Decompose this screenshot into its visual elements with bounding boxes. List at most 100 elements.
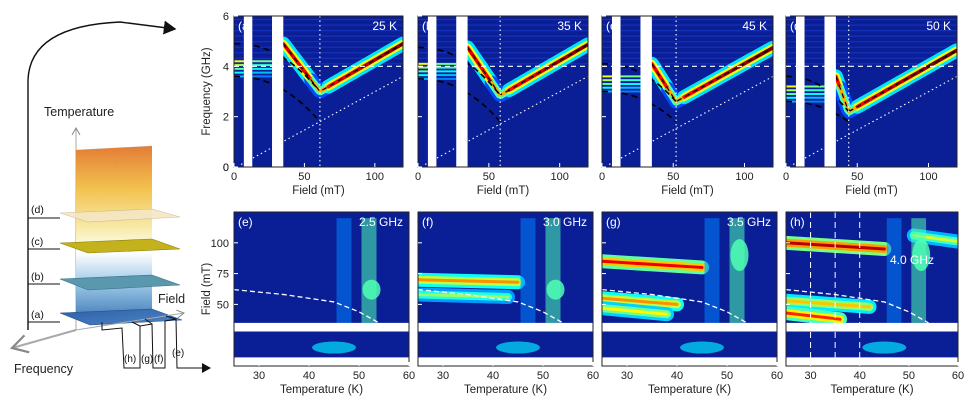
y-axis-label: Field (mT) [201, 263, 213, 316]
transition-curve [602, 288, 748, 324]
heatmap-background [602, 212, 777, 366]
y-axis-label: Frequency (GHz) [201, 47, 213, 135]
vertical-feature [520, 218, 536, 323]
high-field-blob [546, 279, 565, 300]
x-tick-label: 50 [483, 171, 495, 183]
schematic: Temperature (d) (c) (b) (a) [9, 20, 211, 376]
field-band [786, 311, 842, 321]
x-tick-label: 60 [771, 370, 783, 382]
masked-band [824, 16, 836, 167]
x-tick-label: 50 [667, 171, 679, 183]
panel-letter: (g) [606, 215, 621, 229]
x-tick-label: 50 [721, 370, 733, 382]
x-axis-label: Temperature (K) [648, 384, 731, 396]
panel-frame [785, 211, 959, 367]
masked-band [272, 16, 284, 167]
panel-title: 25 K [372, 19, 397, 33]
vertical-feature [704, 218, 720, 323]
slice-plane-d [59, 208, 181, 223]
freq-slice-label-e: (e) [172, 348, 184, 359]
diagonal-guide [424, 75, 588, 165]
x-axis-label: Temperature (K) [830, 384, 913, 396]
y-tick-label: 0 [223, 162, 229, 174]
panel-letter: (h) [790, 215, 805, 229]
panel-frame [417, 211, 594, 367]
panel-letter: (d) [790, 19, 805, 33]
x-tick-label: 30 [253, 370, 265, 382]
panel-e: 30 40 50 60 50 75 100 Temperature (K) Field (mT)… [201, 211, 415, 396]
x-tick-label: 30 [621, 370, 633, 382]
x-tick-label: 50 [298, 171, 310, 183]
panel-f: 30 40 50 60 Temperature (K) (f) 3.0 GHz [417, 211, 599, 396]
masked-band [243, 16, 253, 167]
panel-title: 2.5 GHz [359, 215, 403, 229]
x-tick-label: 40 [303, 370, 315, 382]
masked-band [456, 16, 468, 167]
transition-curve [786, 288, 929, 324]
resonance-guide [651, 47, 772, 102]
masked-band [418, 357, 593, 366]
resonance-guide [835, 50, 956, 112]
x-tick-label: 60 [403, 370, 415, 382]
slice-label-d: (d) [31, 204, 44, 216]
frequency-axis [9, 328, 77, 354]
x-tick-label: 40 [487, 370, 499, 382]
slice-label-a: (a) [31, 309, 44, 321]
panel-title: 35 K [557, 19, 582, 33]
x-tick-label: 0 [415, 171, 421, 183]
heatmap-area [602, 16, 773, 167]
x-tick-label: 50 [903, 370, 915, 382]
heatmap-area [418, 218, 593, 366]
y-tick-label: 6 [223, 11, 229, 23]
panel-frame [233, 15, 404, 168]
heatmap-area [418, 16, 588, 167]
masked-band [234, 322, 409, 332]
y-tick-label: 100 [211, 238, 229, 250]
low-field-glow [862, 341, 907, 354]
masked-band [234, 357, 409, 366]
x-tick-label: 50 [851, 171, 863, 183]
high-field-blob [362, 279, 381, 300]
heatmap-area [786, 16, 957, 167]
heatmap-area [602, 218, 777, 366]
slice-label-c: (c) [31, 236, 43, 248]
panel-title: 3.0 GHz [543, 215, 587, 229]
panel-title: 50 K [926, 19, 951, 33]
panel-frame [785, 15, 958, 168]
x-axis-label: Temperature (K) [280, 384, 363, 396]
x-tick-label: 60 [587, 370, 599, 382]
field-band [602, 259, 704, 269]
masked-band [795, 16, 805, 167]
x-tick-label: 50 [537, 370, 549, 382]
panel-letter: (b) [422, 19, 437, 33]
masked-band [602, 322, 777, 332]
masked-band [640, 16, 652, 167]
freq-slice-label-h: (h) [124, 354, 136, 365]
x-tick-label: 30 [804, 370, 816, 382]
panel-letter: (e) [238, 215, 253, 229]
field-band [602, 296, 679, 306]
panel-title: 45 K [742, 19, 767, 33]
panel-h: 30 40 50 60 Temperature (K) (h) 4.0 GHz [785, 211, 964, 396]
x-tick-label: 40 [671, 370, 683, 382]
high-field-blob [912, 239, 931, 272]
panel-letter: (c) [606, 19, 620, 33]
masked-band [786, 357, 958, 366]
x-tick-label: 100 [366, 171, 384, 183]
freq-slice-label-g: (g) [141, 354, 153, 365]
vertical-feature [729, 218, 745, 323]
x-tick-label: 0 [231, 171, 237, 183]
x-tick-label: 0 [599, 171, 605, 183]
y-tick-label: 4 [223, 61, 229, 73]
panel-frame [601, 211, 778, 367]
low-field-glow [496, 341, 540, 354]
vertical-feature [545, 218, 561, 323]
vertical-feature [911, 218, 927, 323]
slice-plane-c [59, 238, 181, 254]
x-tick-label: 40 [854, 370, 866, 382]
panel-frame [601, 15, 774, 168]
panel-letter: (a) [238, 19, 253, 33]
panel-title: 4.0 GHz [890, 253, 934, 267]
x-tick-label: 100 [550, 171, 568, 183]
